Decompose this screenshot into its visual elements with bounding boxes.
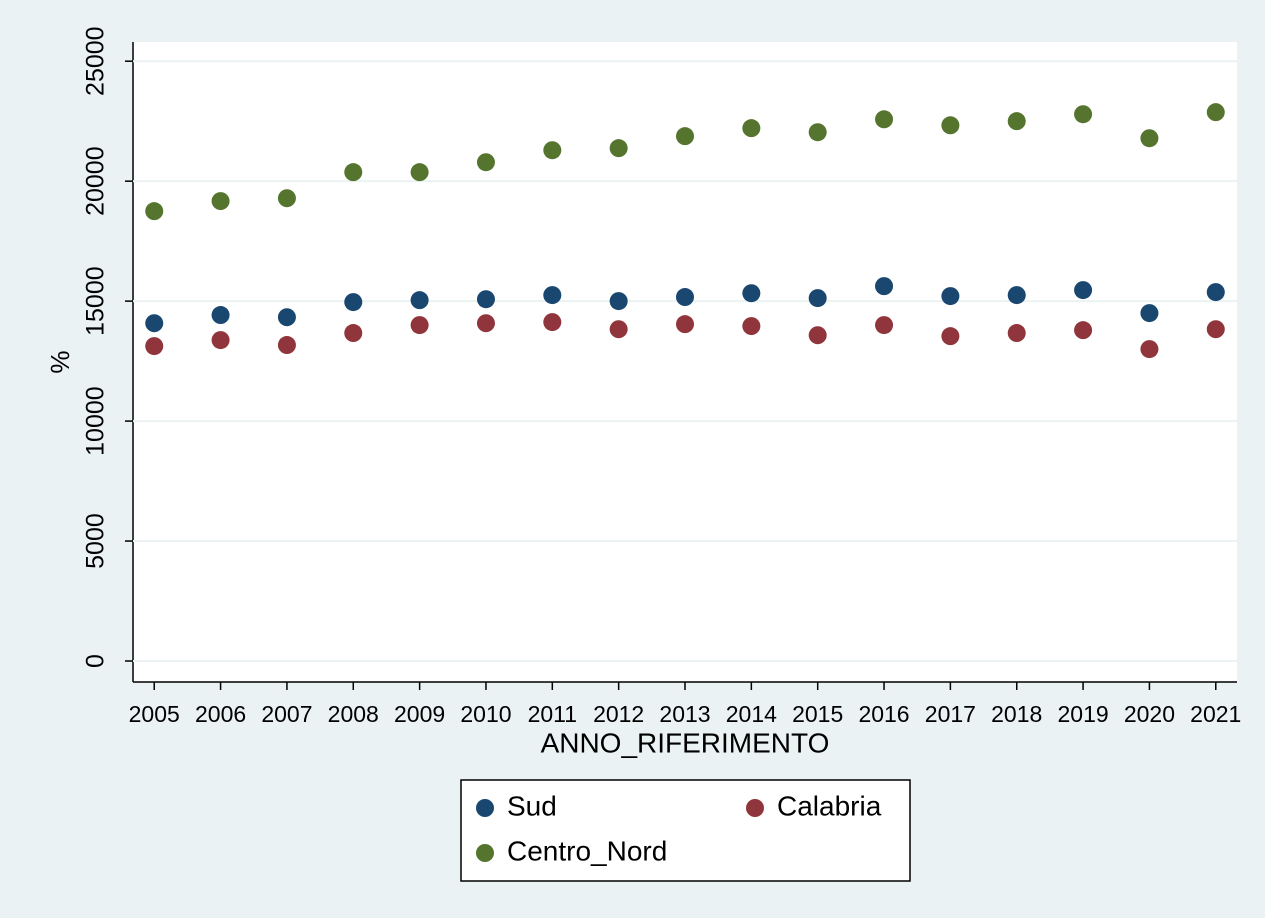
point: [211, 306, 230, 325]
point: [609, 292, 628, 311]
point: [875, 110, 894, 129]
point: [1007, 112, 1026, 131]
point: [211, 192, 230, 211]
point: [145, 337, 164, 356]
point: [1074, 281, 1093, 300]
x-tick-label: 2013: [659, 701, 710, 727]
point: [277, 308, 296, 327]
x-tick-label: 2018: [991, 701, 1042, 727]
point: [211, 331, 230, 350]
point: [609, 320, 628, 339]
point: [1140, 340, 1159, 359]
point: [808, 326, 827, 345]
point: [543, 141, 562, 160]
point: [1074, 105, 1093, 124]
x-tick-label: 2007: [261, 701, 312, 727]
point: [1206, 320, 1225, 339]
point: [676, 127, 694, 146]
x-axis-title: ANNO_RIFERIMENTO: [541, 727, 830, 758]
x-tick-label: 2011: [528, 701, 577, 727]
point: [1007, 324, 1026, 343]
point: [875, 277, 894, 296]
y-tick-label: 0: [82, 654, 110, 668]
legend-label: Sud: [507, 790, 557, 821]
point: [1140, 304, 1159, 323]
point: [145, 202, 164, 221]
y-tick-label: 15000: [82, 266, 110, 336]
point: [476, 290, 495, 309]
point: [941, 327, 960, 346]
point: [941, 116, 960, 135]
point: [543, 286, 562, 305]
plot-area: [133, 42, 1237, 682]
point: [808, 289, 827, 308]
point: [875, 316, 894, 335]
x-tick-label: 2014: [726, 701, 777, 727]
point: [1206, 103, 1225, 122]
y-tick-label: 5000: [82, 513, 110, 569]
point: [344, 293, 363, 312]
point: [410, 291, 429, 310]
x-tick-label: 2019: [1057, 701, 1108, 727]
y-tick-label: 20000: [82, 146, 110, 216]
point: [676, 315, 694, 334]
legend: [460, 779, 911, 882]
x-tick-label: 2012: [593, 701, 644, 727]
point: [410, 163, 429, 182]
point: [742, 284, 761, 303]
point: [1074, 321, 1093, 340]
x-tick-label: 2021: [1190, 701, 1241, 727]
legend-marker: [476, 844, 494, 862]
x-tick-label: 2017: [925, 701, 976, 727]
x-tick-label: 2008: [328, 701, 379, 727]
point: [476, 153, 495, 172]
point: [344, 163, 363, 182]
x-tick-label: 2006: [195, 701, 246, 727]
point: [808, 123, 827, 142]
point: [277, 189, 296, 208]
point: [742, 119, 761, 138]
x-tick-label: 2009: [394, 701, 445, 727]
x-tick-label: 2020: [1124, 701, 1175, 727]
point: [1140, 129, 1159, 148]
point: [476, 314, 495, 333]
point: [1007, 286, 1026, 305]
y-tick-label: 10000: [82, 386, 110, 456]
point: [277, 336, 296, 355]
point: [145, 314, 164, 333]
point: [410, 316, 429, 335]
x-tick-label: 2016: [858, 701, 909, 727]
legend-label: Centro_Nord: [507, 835, 667, 866]
point: [344, 324, 363, 343]
legend-label: Calabria: [777, 790, 882, 821]
x-tick-label: 2015: [792, 701, 843, 727]
point: [543, 313, 562, 332]
point: [609, 139, 628, 158]
point: [1206, 283, 1225, 302]
legend-marker: [476, 799, 494, 817]
x-tick-label: 2005: [129, 701, 180, 727]
y-axis-title: %: [45, 350, 75, 373]
point: [676, 288, 694, 307]
point: [941, 287, 960, 306]
x-tick-label: 2010: [460, 701, 511, 727]
y-tick-label: 25000: [82, 26, 110, 96]
legend-marker: [746, 799, 764, 817]
point: [742, 317, 761, 336]
